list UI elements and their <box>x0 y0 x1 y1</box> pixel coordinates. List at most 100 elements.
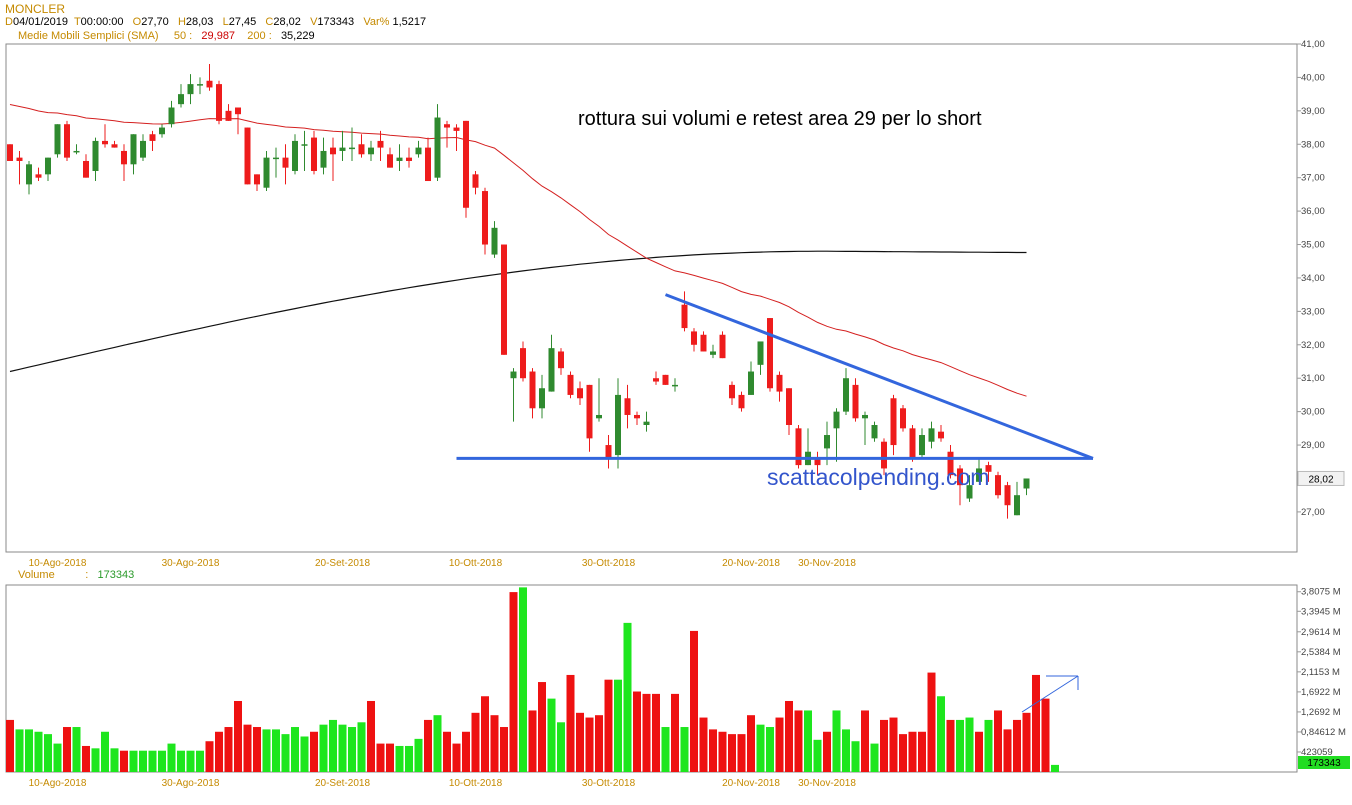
volume-bar-down <box>205 741 214 772</box>
volume-bar-down <box>1032 674 1040 772</box>
candle-down <box>472 174 479 188</box>
candle-down <box>501 244 507 355</box>
volume-tick-label: 2,9614 M <box>1301 627 1341 638</box>
price-tick-label: 34,00 <box>1301 273 1325 284</box>
volume-bar-up <box>25 729 33 772</box>
volume-bar-down <box>234 700 242 772</box>
volume-bar-down <box>975 731 983 772</box>
candle-up <box>1023 478 1030 489</box>
candle-down <box>729 384 735 399</box>
d-value: 04/01/2019 <box>12 16 69 28</box>
volume-bar-down <box>63 727 71 772</box>
sma-label: Medie Mobili Semplici (SMA) <box>18 30 159 42</box>
h-label: H <box>177 16 186 28</box>
candle-down <box>653 378 659 382</box>
volume-bar-down <box>490 715 499 772</box>
volume-bar-down <box>927 672 936 772</box>
volume-bar-down <box>1022 712 1031 772</box>
candle-down <box>330 147 336 155</box>
candle-down <box>206 80 213 88</box>
volume-bar-up <box>101 731 109 772</box>
price-panel-frame <box>5 43 1298 553</box>
volume-bar-down <box>585 717 594 772</box>
candle-up <box>615 394 621 456</box>
volume-bar-up <box>813 739 822 772</box>
candle-down <box>444 124 450 128</box>
volume-tick-label: 423059 <box>1301 747 1333 758</box>
volume-arrow-line <box>1021 675 1079 713</box>
volume-bar-up <box>842 729 850 772</box>
candle-down <box>453 127 460 131</box>
l-label: L <box>222 16 229 28</box>
date-label-top: 30-Ott-2018 <box>582 558 636 569</box>
volume-bar-down <box>509 592 518 772</box>
price-tick-label: 39,00 <box>1301 106 1325 117</box>
date-label-bottom: 20-Nov-2018 <box>722 778 780 789</box>
volume-bar-down <box>6 719 14 772</box>
candle-up <box>672 384 678 387</box>
volume-bar-down <box>946 719 955 772</box>
date-label-bottom: 10-Ago-2018 <box>29 778 87 789</box>
volume-bar-up <box>766 727 774 772</box>
volume-bar-down <box>386 743 394 772</box>
volume-bar-up <box>72 727 81 772</box>
volume-info-bar: Volume : 173343 <box>18 569 134 581</box>
candle-down <box>121 150 127 165</box>
volume-bar-down <box>243 724 252 772</box>
candle-down <box>387 154 393 168</box>
candle-down <box>216 84 222 121</box>
o-value: 27,70 <box>141 16 169 28</box>
candle-down <box>786 388 792 425</box>
candle-down <box>624 398 631 415</box>
last-volume-box <box>1298 756 1350 769</box>
candle-up <box>263 157 270 188</box>
volume-bar-up <box>177 750 185 772</box>
candle-down <box>567 374 574 395</box>
volume-sep: : <box>85 569 89 581</box>
candle-up <box>92 140 99 171</box>
o-label: O <box>132 16 142 28</box>
volume-bar-down <box>889 717 898 772</box>
candle-down <box>7 144 13 161</box>
price-tick-label: 32,00 <box>1301 340 1325 351</box>
volume-bar-up <box>395 745 404 772</box>
price-tick-label: 31,00 <box>1301 373 1325 384</box>
volume-bar-up <box>348 727 356 772</box>
candle-up <box>168 107 175 125</box>
price-tick-label: 41,00 <box>1301 39 1325 50</box>
volume-bar-up <box>34 731 43 772</box>
volume-bar-up <box>167 743 176 772</box>
sma-info-bar: Medie Mobili Semplici (SMA) 50 : 29,987 … <box>18 30 315 42</box>
date-label-top: 10-Ott-2018 <box>449 558 503 569</box>
candle-down <box>662 374 669 385</box>
volume-bar-down <box>595 715 603 772</box>
volume-bar-down <box>823 731 831 772</box>
volume-bar-up <box>281 734 290 772</box>
price-tick-label: 38,00 <box>1301 139 1325 150</box>
ohlc-info-bar: D04/01/2019 T00:00:00 O27,70 H28,03 L27,… <box>5 16 426 28</box>
volume-bar-down <box>699 717 708 772</box>
volume-bar-down <box>576 712 584 772</box>
volume-bar-up <box>519 587 527 772</box>
volume-bar-down <box>690 630 698 772</box>
volume-bar-down <box>775 717 784 772</box>
candle-down <box>767 318 773 389</box>
price-tick-label: 27,00 <box>1301 507 1325 518</box>
candle-down <box>985 465 992 472</box>
date-label-top: 30-Ago-2018 <box>162 558 220 569</box>
candle-down <box>700 334 707 352</box>
volume-bar-down <box>604 679 613 772</box>
volume-bar-up <box>433 715 442 772</box>
volume-bar-down <box>918 731 926 772</box>
candle-down <box>947 451 954 476</box>
volume-bar-down <box>224 727 233 772</box>
volume-bar-down <box>785 700 793 772</box>
candle-up <box>976 468 982 482</box>
v-label: V <box>310 16 318 28</box>
date-label-top: 30-Nov-2018 <box>798 558 856 569</box>
volume-bar-up <box>110 748 119 772</box>
volume-bar-up <box>148 750 157 772</box>
candle-down <box>64 124 70 158</box>
candle-up <box>26 164 32 185</box>
